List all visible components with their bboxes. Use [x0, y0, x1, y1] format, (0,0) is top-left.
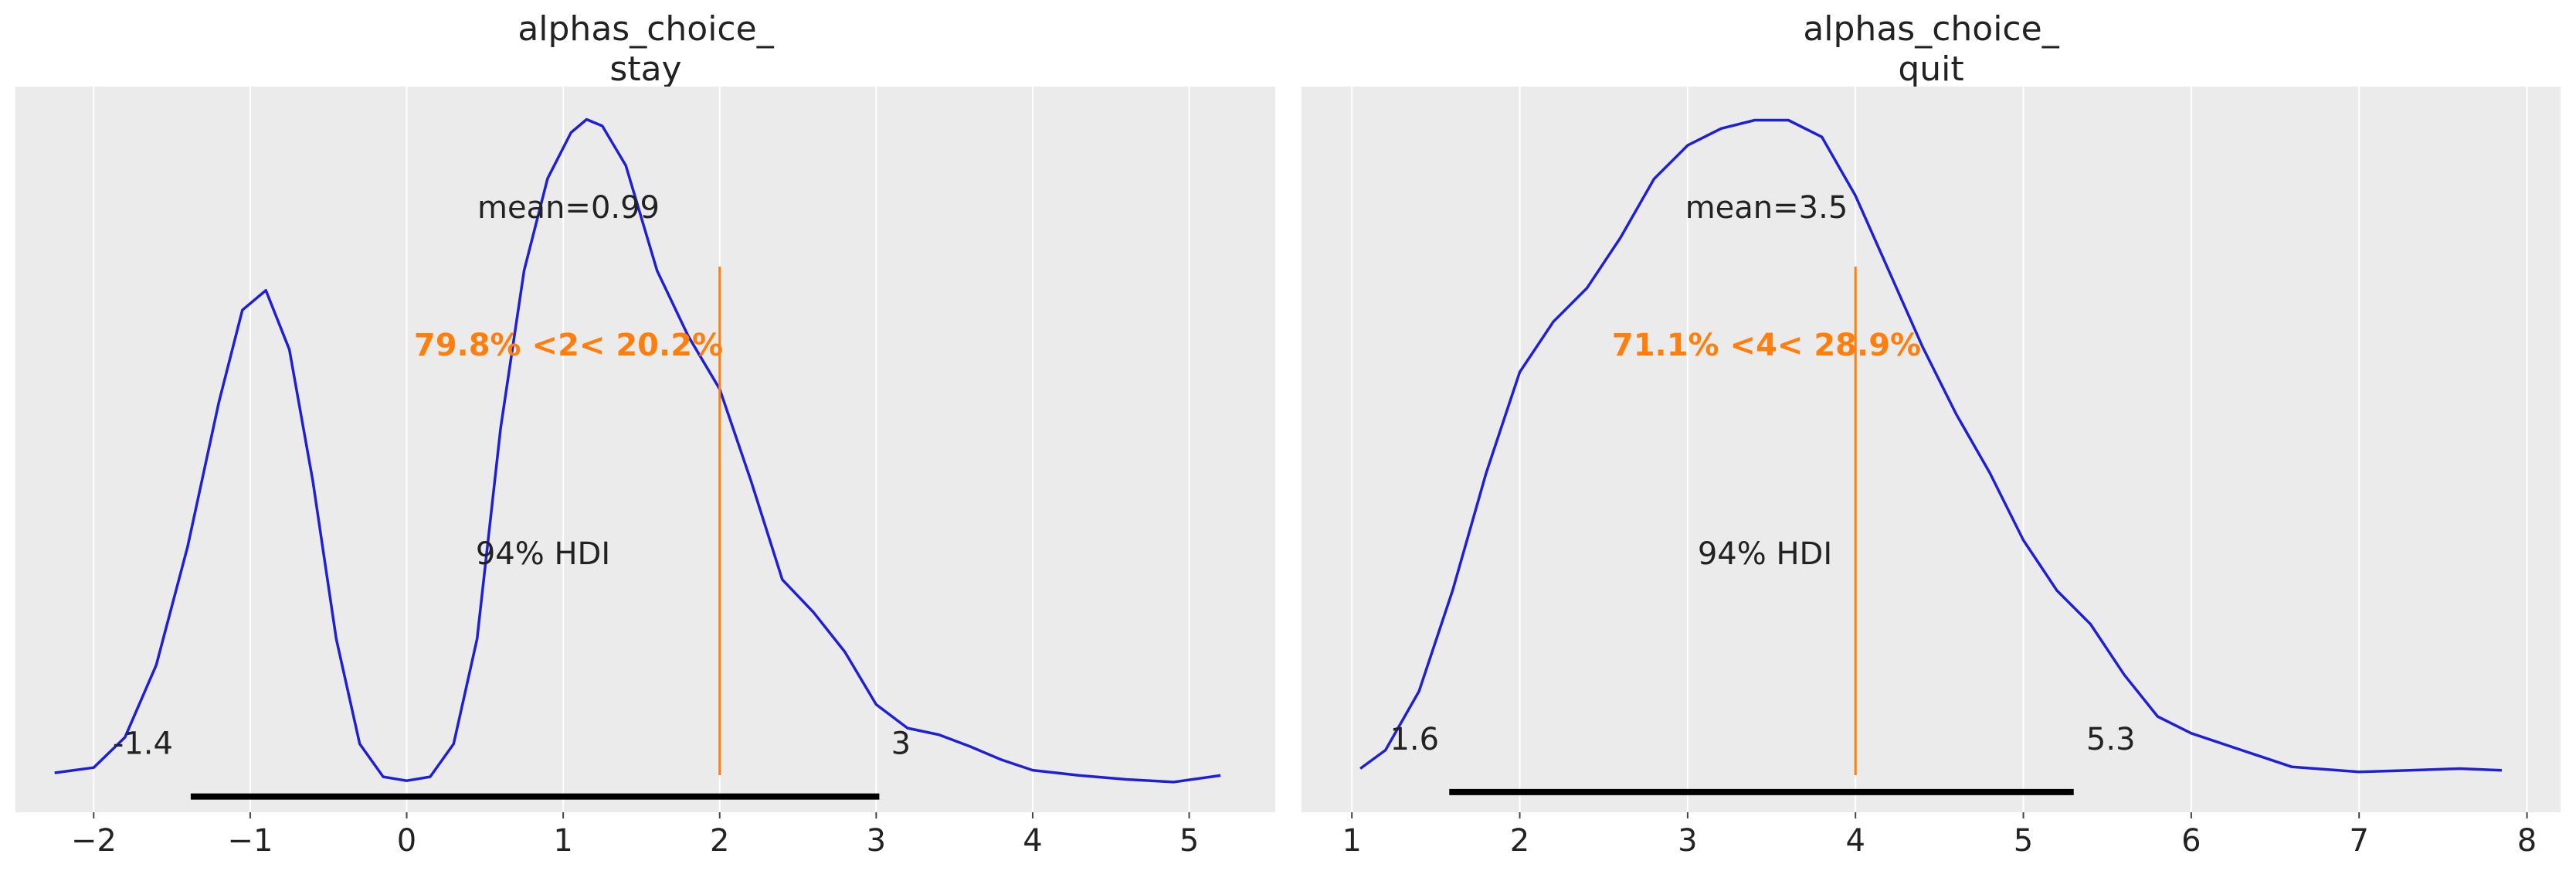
x-tick-label: 1 [1342, 823, 1361, 859]
x-tick-label: −2 [71, 823, 117, 859]
x-tick-label: 2 [710, 823, 729, 859]
x-tick-label: 1 [553, 823, 572, 859]
plot-area [1302, 87, 2561, 812]
x-tick-label: 3 [1678, 823, 1697, 859]
reference-percent-label: 71.1% <4< 28.9% [1612, 328, 1921, 363]
panel-title-line2: quit [1898, 49, 1963, 89]
hdi-label: 94% HDI [1698, 536, 1832, 572]
x-tick-label: 3 [867, 823, 886, 859]
reference-percent-label: 79.8% <2< 20.2% [414, 328, 723, 363]
mean-label: mean=3.5 [1685, 190, 1848, 226]
plot-area [15, 87, 1275, 812]
x-tick-label: 7 [2349, 823, 2368, 859]
x-tick-label: 4 [1845, 823, 1865, 859]
hdi-high-label: 5.3 [2086, 722, 2136, 757]
hdi-label: 94% HDI [476, 536, 610, 572]
panel-title-line1: alphas_choice_ [518, 9, 774, 49]
x-tick-label: 0 [397, 823, 416, 859]
x-tick-label: 6 [2181, 823, 2201, 859]
density-curve [54, 117, 1221, 784]
panel-title-line1: alphas_choice_ [1803, 9, 2059, 49]
panel-alphas-choice-stay: alphas_choice_ stay −2 −1 0 1 2 3 4 5 mean=0.99… [15, 9, 1275, 859]
x-tick-label: 4 [1023, 823, 1042, 859]
panel-alphas-choice-quit: alphas_choice_ quit 1 2 3 4 5 6 7 8 mean=3.5 71.… [1302, 9, 2561, 859]
hdi-high-label: 3 [891, 726, 911, 762]
x-tick-label: 8 [2517, 823, 2537, 859]
mean-label: mean=0.99 [477, 190, 660, 226]
panel-title-line2: stay [609, 49, 681, 89]
x-tick-label: −1 [227, 823, 273, 859]
x-tick-label: 2 [1510, 823, 1529, 859]
x-tick-label: 5 [1179, 823, 1199, 859]
density-curve [1359, 118, 2502, 774]
hdi-low-label: -1.4 [113, 726, 173, 762]
hdi-low-label: 1.6 [1390, 722, 1439, 757]
x-tick-label: 5 [2014, 823, 2033, 859]
